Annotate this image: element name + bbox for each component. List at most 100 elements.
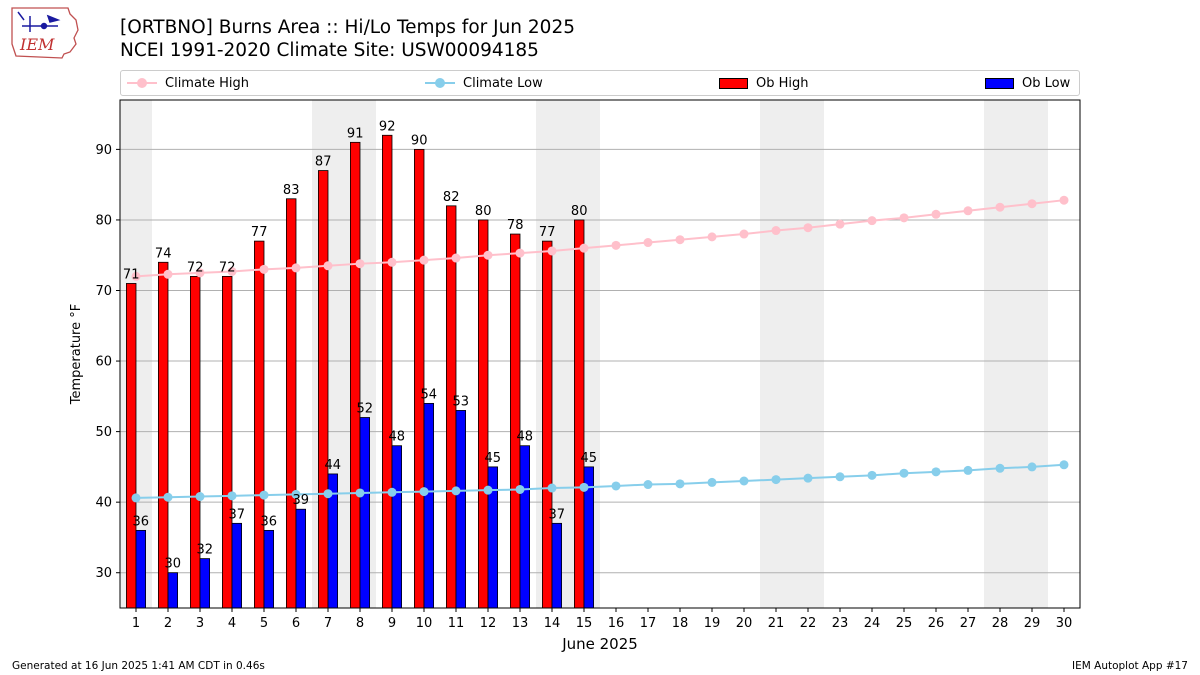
weekend-band-22 <box>792 100 824 608</box>
climate-low-point-24 <box>867 470 877 480</box>
climate-low-point-2 <box>163 492 173 502</box>
x-tick-label-27: 27 <box>960 616 977 631</box>
ob-low-label-15: 45 <box>581 451 598 466</box>
y-tick-label-30: 30 <box>95 566 112 581</box>
climate-lines <box>131 195 1069 503</box>
climate-high-line <box>135 199 1065 278</box>
legend-marker-climate-high <box>127 71 157 95</box>
climate-high-point-8 <box>355 259 365 269</box>
climate-high-point-29 <box>1027 199 1037 209</box>
climate-low-point-8 <box>355 488 365 498</box>
climate-low-point-6 <box>291 489 301 499</box>
ob-high-bar-14 <box>542 240 553 609</box>
x-tick-label-20: 20 <box>736 616 753 631</box>
climate-low-point-16 <box>611 481 621 491</box>
ob-high-bar-10 <box>413 148 425 609</box>
ob-low-bar-8 <box>359 417 371 609</box>
ob-high-label-6: 83 <box>283 183 300 198</box>
climate-high-point-25 <box>899 213 909 223</box>
x-tick-label-9: 9 <box>388 616 396 631</box>
climate-high-point-10 <box>419 255 429 265</box>
chart-subtitle: NCEI 1991-2020 Climate Site: USW00094185 <box>120 40 539 61</box>
ob-high-bar-6 <box>285 198 297 609</box>
x-tick-label-28: 28 <box>992 616 1009 631</box>
climate-high-point-14 <box>547 246 557 256</box>
ob-low-bar-5 <box>263 529 275 609</box>
legend-marker-climate-low <box>425 71 455 95</box>
legend-swatch-ob-high <box>719 77 748 89</box>
climate-high-point-24 <box>867 216 877 226</box>
y-tick-label-60: 60 <box>95 355 112 370</box>
ob-high-label-14: 77 <box>539 225 556 240</box>
ob-high-bar-13 <box>509 233 521 609</box>
generated-timestamp: Generated at 16 Jun 2025 1:41 AM CDT in … <box>12 660 265 672</box>
x-tick-label-4: 4 <box>228 616 236 631</box>
climate-high-point-23 <box>835 219 845 229</box>
climate-high-point-11 <box>451 253 461 263</box>
x-tick-label-15: 15 <box>576 616 593 631</box>
ob-low-label-3: 32 <box>197 543 214 558</box>
climate-high-point-7 <box>323 261 333 271</box>
bar-value-labels: 71 74 72 72 77 83 87 91 92 90 82 80 78 77 80 36 30 32 37 36… <box>123 119 597 571</box>
climate-low-point-30 <box>1059 460 1069 470</box>
ob-low-bar-9 <box>391 445 403 609</box>
iem-logo: IEM <box>11 7 79 59</box>
ob-low-bar-6 <box>295 508 307 609</box>
x-tick-label-11: 11 <box>448 616 465 631</box>
x-tick-label-23: 23 <box>832 616 849 631</box>
ob-high-label-1: 71 <box>123 267 140 282</box>
y-tick-label-50: 50 <box>95 425 112 440</box>
legend-item-ob-low: Ob Low <box>985 71 1070 95</box>
ob-low-label-13: 48 <box>517 430 534 445</box>
ob-high-label-8: 91 <box>347 126 364 141</box>
climate-low-point-25 <box>899 468 909 478</box>
legend-label-climate-low: Climate Low <box>463 75 543 91</box>
bars <box>126 134 595 609</box>
climate-high-point-15 <box>579 243 589 253</box>
ob-high-label-2: 74 <box>155 246 172 261</box>
ob-high-bar-1 <box>126 283 137 609</box>
ob-high-label-7: 87 <box>315 155 332 170</box>
weekend-band-21 <box>760 100 792 608</box>
climate-low-point-5 <box>259 490 269 500</box>
x-tick-label-12: 12 <box>480 616 497 631</box>
climate-high-point-6 <box>291 263 301 273</box>
chart-title: [ORTBNO] Burns Area :: Hi/Lo Temps for J… <box>120 17 575 38</box>
climate-low-point-28 <box>995 463 1005 473</box>
legend-item-climate-low: Climate Low <box>425 71 543 95</box>
climate-high-point-26 <box>931 209 941 219</box>
climate-high-point-9 <box>387 257 397 267</box>
climate-high-point-16 <box>611 240 621 250</box>
ob-high-label-12: 80 <box>475 204 492 219</box>
climate-low-point-9 <box>387 487 397 497</box>
climate-high-point-30 <box>1059 195 1069 205</box>
ob-low-bar-4 <box>231 522 243 609</box>
x-axis-label: June 2025 <box>561 635 638 653</box>
climate-high-point-18 <box>675 235 685 245</box>
climate-high-point-17 <box>643 238 653 248</box>
ob-low-label-8: 52 <box>357 402 374 417</box>
y-tick-label-80: 80 <box>95 213 112 228</box>
ob-high-label-10: 90 <box>411 133 428 148</box>
ob-high-bar-9 <box>381 134 393 609</box>
legend-item-ob-high: Ob High <box>719 71 809 95</box>
ob-high-label-15: 80 <box>571 204 588 219</box>
x-tick-label-29: 29 <box>1024 616 1041 631</box>
x-tick-label-14: 14 <box>544 616 561 631</box>
x-tick-label-3: 3 <box>196 616 204 631</box>
climate-low-point-3 <box>195 492 205 502</box>
x-tick-label-2: 2 <box>164 616 172 631</box>
weekend-band-29 <box>1016 100 1048 608</box>
x-tick-label-19: 19 <box>704 616 721 631</box>
ob-high-bar-5 <box>253 240 265 609</box>
plot-frame <box>119 99 1081 609</box>
ob-high-label-3: 72 <box>187 260 204 275</box>
x-tick-label-8: 8 <box>356 616 364 631</box>
ob-high-label-13: 78 <box>507 218 524 233</box>
ob-low-label-7: 44 <box>325 458 342 473</box>
climate-high-point-20 <box>739 229 749 239</box>
ob-high-bar-3 <box>189 275 201 609</box>
x-tick-label-21: 21 <box>768 616 785 631</box>
climate-high-point-19 <box>707 232 717 242</box>
